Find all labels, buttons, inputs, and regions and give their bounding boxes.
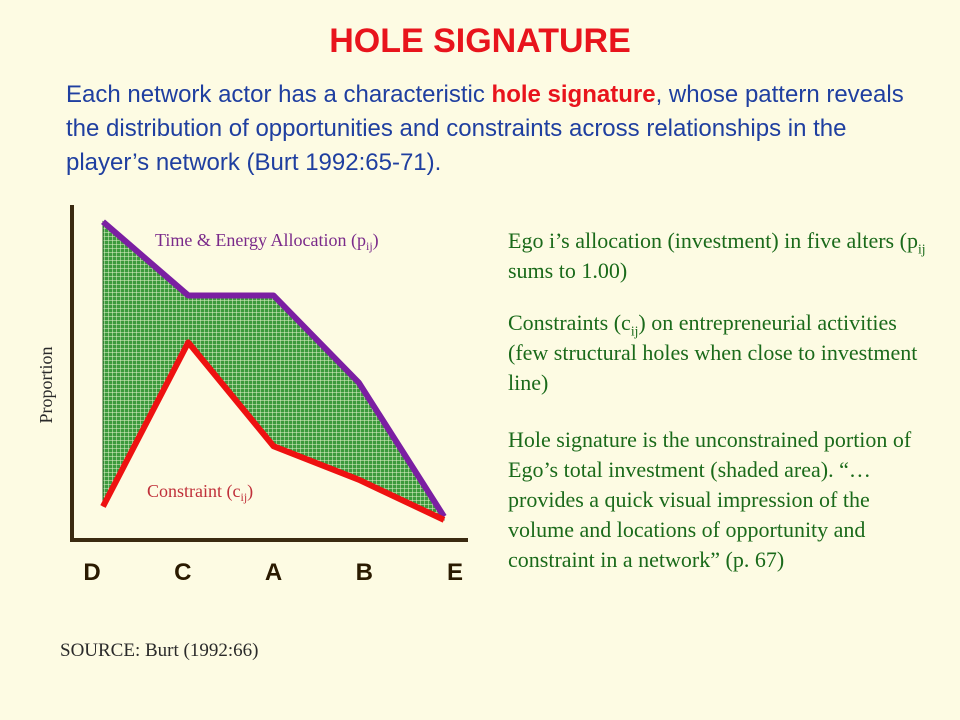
note-part: Constraints (c (508, 310, 631, 335)
intro-highlight: hole signature (491, 81, 656, 108)
note-part: Hole signature is the unconstrained port… (508, 427, 912, 572)
annotation-part: ) (247, 481, 253, 502)
annotation-sub: ij (366, 239, 373, 253)
series-line (101, 219, 447, 519)
annotation: Time & Energy Allocation (pij) (155, 230, 379, 253)
series-line (100, 339, 446, 523)
annotation-sub: ij (240, 490, 247, 504)
note-sub: ij (630, 323, 639, 339)
intro-part: Each network actor has a characteristic (66, 81, 492, 108)
note-part: sums to 1.00) (508, 258, 628, 283)
x-tick-label: B (356, 559, 373, 586)
annotation-part: ) (373, 230, 379, 251)
x-tick-label: A (265, 559, 282, 586)
intro-text: Each network actor has a characteristic … (66, 78, 906, 180)
x-tick-label: D (83, 559, 100, 586)
y-axis-label: Proportion (36, 346, 56, 423)
note: Hole signature is the unconstrained port… (508, 425, 928, 575)
note-sub: ij (917, 241, 926, 257)
annotation: Constraint (cij) (147, 481, 253, 504)
slide-title: HOLE SIGNATURE (329, 22, 631, 60)
annotation-part: Time & Energy Allocation (p (155, 230, 366, 251)
note: Constraints (cij) on entrepreneurial act… (508, 308, 928, 398)
note-part: Ego i’s allocation (investment) in five … (508, 228, 918, 253)
intro-part: , whose pattern reveals the distribution… (66, 81, 904, 176)
annotation-part: Constraint (c (147, 481, 240, 502)
note: Ego i’s allocation (investment) in five … (508, 226, 928, 286)
x-tick-label: E (447, 559, 463, 586)
note-part: ) on entrepreneurial activities (few str… (508, 310, 918, 395)
x-tick-label: C (174, 559, 191, 586)
source: SOURCE: Burt (1992:66) (60, 640, 259, 661)
